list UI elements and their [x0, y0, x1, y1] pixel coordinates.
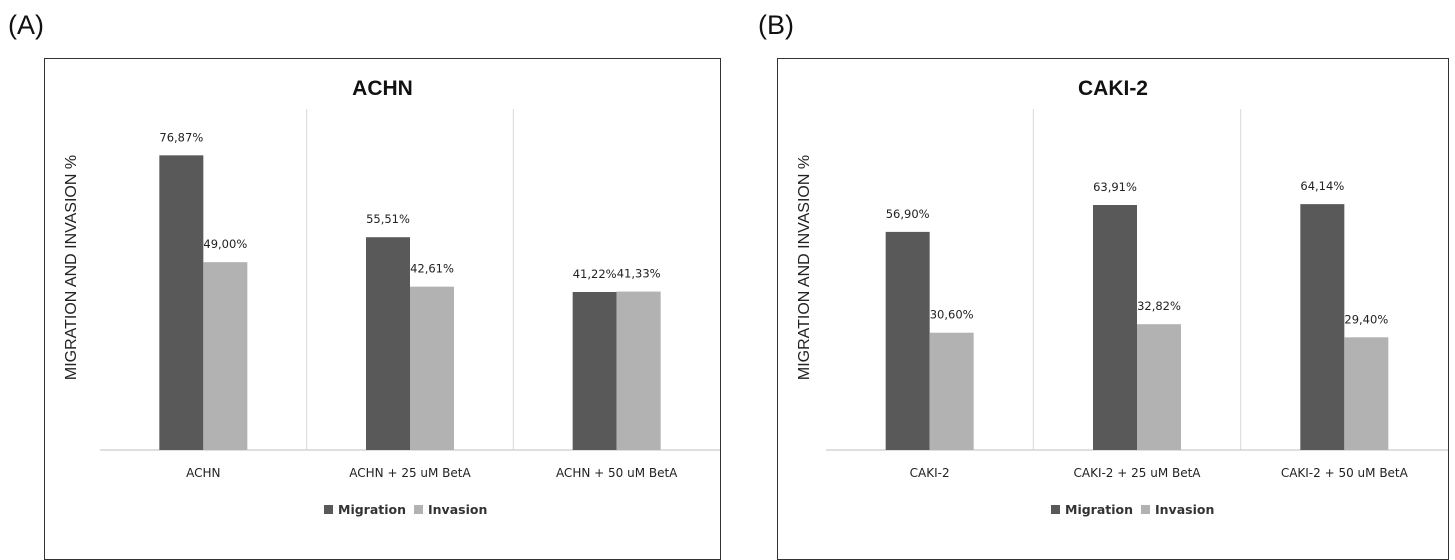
- bar-migration-achn-25-um-beta: [366, 237, 410, 450]
- data-label: 56,90%: [886, 207, 930, 221]
- bar-migration-achn-50-um-beta: [572, 291, 617, 450]
- legend-swatch-invasion: [1141, 505, 1150, 514]
- data-label: 55,51%: [366, 212, 410, 226]
- legend-label-invasion: Invasion: [428, 502, 487, 517]
- x-tick-label: ACHN + 50 uM BetA: [556, 466, 678, 480]
- bar-invasion-achn-25-um-beta: [410, 286, 454, 450]
- data-label: 49,00%: [203, 237, 247, 251]
- bar-migration-caki-2: [885, 231, 930, 450]
- legend-swatch-migration: [1051, 505, 1060, 514]
- legend-swatch-migration: [324, 505, 333, 514]
- data-label: 76,87%: [159, 130, 203, 144]
- x-tick-label: CAKI-2 + 25 uM BetA: [1073, 466, 1201, 480]
- bar-invasion-caki-2: [929, 332, 974, 450]
- x-tick-label: CAKI-2 + 50 uM BetA: [1281, 466, 1409, 480]
- data-label: 64,14%: [1300, 179, 1344, 193]
- legend-label-invasion: Invasion: [1155, 502, 1214, 517]
- chart-panel-caki2: CAKI-2 MIGRATION AND INVASION % 56,90% 30,6…: [777, 58, 1449, 560]
- legend-label-migration: Migration: [1065, 502, 1133, 517]
- x-tick-label: CAKI-2: [910, 466, 950, 480]
- data-label: 29,40%: [1344, 312, 1388, 326]
- data-label: 42,61%: [410, 262, 454, 276]
- chart-title: CAKI-2: [1078, 77, 1148, 100]
- y-axis-label: MIGRATION AND INVASION %: [63, 155, 80, 380]
- chart-achn: ACHN MIGRATION AND INVASION % 76,87% 49,00%…: [63, 77, 720, 517]
- legend-swatch-invasion: [414, 505, 423, 514]
- y-axis-label: MIGRATION AND INVASION %: [796, 155, 813, 380]
- data-label: 41,22%: [573, 267, 617, 281]
- bar-invasion-achn: [203, 262, 248, 450]
- bar-migration-achn: [159, 155, 204, 450]
- bar-invasion-achn-50-um-beta: [616, 291, 661, 450]
- bar-invasion-caki-2-25-um-beta: [1137, 324, 1181, 450]
- data-label: 63,91%: [1093, 180, 1137, 194]
- panel-label-a: (A): [8, 10, 44, 40]
- data-label: 30,60%: [930, 308, 974, 322]
- x-tick-label: ACHN: [186, 466, 220, 480]
- bar-migration-caki-2-50-um-beta: [1300, 204, 1345, 450]
- bar-migration-caki-2-25-um-beta: [1093, 205, 1137, 450]
- x-tick-label: ACHN + 25 uM BetA: [349, 466, 471, 480]
- data-label: 41,33%: [617, 267, 661, 281]
- chart-caki2: CAKI-2 MIGRATION AND INVASION % 56,90% 30,6…: [796, 77, 1448, 517]
- panel-label-b: (B): [758, 10, 794, 40]
- chart-title: ACHN: [352, 77, 413, 100]
- data-label: 32,82%: [1137, 299, 1181, 313]
- chart-panel-achn: ACHN MIGRATION AND INVASION % 76,87% 49,00%…: [44, 58, 721, 560]
- bar-invasion-caki-2-50-um-beta: [1344, 337, 1389, 450]
- legend-label-migration: Migration: [338, 502, 406, 517]
